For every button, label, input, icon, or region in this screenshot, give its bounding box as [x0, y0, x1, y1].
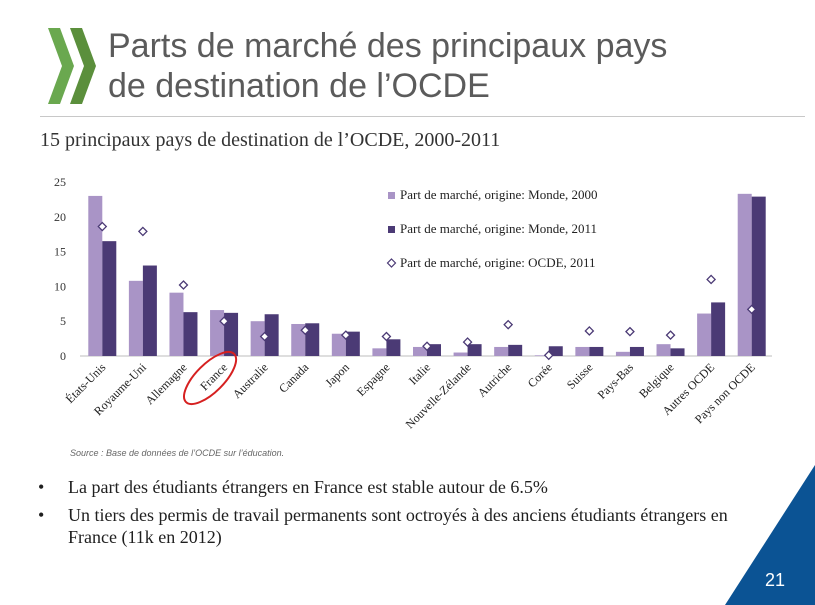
bar-monde-2000	[210, 310, 225, 356]
y-tick-label: 0	[60, 349, 66, 363]
bar-monde-2000	[656, 344, 671, 356]
legend-entry: Part de marché, origine: Monde, 2011	[400, 221, 597, 236]
bar-monde-2011	[751, 196, 766, 356]
bullet-text: La part des étudiants étrangers en Franc…	[68, 477, 548, 497]
bar-monde-2000	[250, 321, 265, 356]
bar-monde-2011	[142, 265, 157, 356]
bullet-item: • Un tiers des permis de travail permane…	[38, 504, 758, 548]
marker-ocde-2011	[503, 319, 514, 330]
bar-monde-2011	[711, 302, 726, 356]
x-category-label: Autriche	[475, 360, 515, 400]
bar-monde-2000	[372, 348, 387, 356]
marker-ocde-2011	[584, 326, 595, 336]
y-tick-label: 5	[60, 314, 66, 328]
bar-monde-2011	[183, 312, 198, 356]
bar-monde-2000	[128, 280, 143, 356]
marker-ocde-2011	[97, 221, 108, 232]
bar-monde-2011	[467, 344, 482, 356]
marker-ocde-2011	[706, 274, 717, 285]
marker-ocde-2011	[543, 350, 554, 361]
x-category-label: Corée	[525, 360, 555, 390]
bar-monde-2011	[670, 348, 685, 356]
bar-monde-2011	[427, 344, 441, 356]
legend-swatch	[386, 258, 397, 268]
x-category-label: Belgique	[636, 360, 677, 401]
bar-monde-2000	[291, 323, 306, 356]
marker-ocde-2011	[259, 331, 270, 342]
marker-ocde-2011	[137, 226, 148, 237]
x-category-label: Pays-Bas	[595, 360, 637, 402]
bar-monde-2000	[534, 355, 549, 356]
bar-monde-2000	[737, 193, 752, 356]
bullet-list: • La part des étudiants étrangers en Fra…	[38, 476, 758, 554]
y-tick-label: 20	[54, 210, 66, 224]
marker-ocde-2011	[300, 325, 311, 336]
x-category-label: Italie	[406, 360, 433, 387]
y-tick-label: 10	[54, 279, 66, 293]
marker-ocde-2011	[381, 331, 392, 342]
chart-source: Source : Base de données de l’OCDE sur l…	[70, 448, 285, 458]
bar-monde-2000	[494, 346, 509, 356]
bullet-symbol: •	[38, 505, 45, 525]
bar-monde-2011	[548, 346, 563, 356]
x-category-label: Espagne	[354, 360, 393, 399]
legend-entry: Part de marché, origine: Monde, 2000	[400, 187, 597, 202]
slide-title-line2: de destination de l’OCDE	[108, 67, 490, 105]
bar-monde-2000	[88, 195, 103, 356]
bar-monde-2000	[615, 351, 630, 356]
bar-monde-2011	[345, 331, 360, 356]
marker-ocde-2011	[665, 330, 676, 341]
bar-monde-2011	[386, 339, 401, 356]
bullet-text: Un tiers des permis de travail permanent…	[68, 505, 728, 547]
chart-title: 15 principaux pays de destination de l’O…	[40, 129, 501, 151]
bar-chart: 0510152025États-UnisRoyaume-UniAllemagne…	[54, 175, 772, 431]
bar-monde-2011	[264, 314, 279, 356]
bar-monde-2000	[331, 333, 346, 356]
bar-monde-2011	[589, 346, 604, 356]
marker-ocde-2011	[746, 304, 757, 315]
marker-ocde-2011	[219, 316, 229, 327]
bar-monde-2000	[697, 313, 712, 356]
bar-monde-2011	[508, 344, 523, 356]
bar-monde-2011	[224, 312, 239, 356]
x-category-label: Suisse	[564, 360, 596, 392]
x-category-label: Canada	[276, 360, 312, 396]
x-category-label: Japon	[322, 360, 352, 390]
legend-swatch	[388, 192, 395, 199]
bar-monde-2000	[413, 346, 427, 356]
bar-monde-2011	[629, 346, 644, 356]
highlight-circle	[183, 351, 238, 405]
marker-ocde-2011	[422, 341, 432, 352]
legend-entry: Part de marché, origine: OCDE, 2011	[400, 255, 596, 270]
x-category-label: Australie	[230, 360, 271, 401]
slide-title: Parts de marché des principaux pays de d…	[108, 26, 748, 106]
page-number: 21	[764, 570, 785, 590]
oecd-logo-icon	[48, 28, 96, 104]
legend-swatch	[388, 226, 395, 233]
marker-ocde-2011	[178, 280, 189, 290]
slide-title-line1: Parts de marché des principaux pays	[108, 27, 668, 65]
bullet-item: • La part des étudiants étrangers en Fra…	[38, 476, 758, 498]
corner-accent	[725, 465, 815, 605]
bullet-symbol: •	[38, 477, 45, 497]
bar-monde-2011	[102, 241, 117, 356]
marker-ocde-2011	[340, 330, 351, 341]
y-tick-label: 15	[54, 245, 66, 259]
marker-ocde-2011	[462, 337, 473, 347]
bar-monde-2000	[453, 352, 468, 356]
y-tick-label: 25	[54, 175, 66, 189]
bar-monde-2000	[575, 346, 590, 356]
bar-monde-2000	[169, 292, 184, 356]
marker-ocde-2011	[625, 326, 635, 337]
title-divider	[40, 116, 805, 117]
x-category-label: Allemagne	[142, 360, 189, 407]
